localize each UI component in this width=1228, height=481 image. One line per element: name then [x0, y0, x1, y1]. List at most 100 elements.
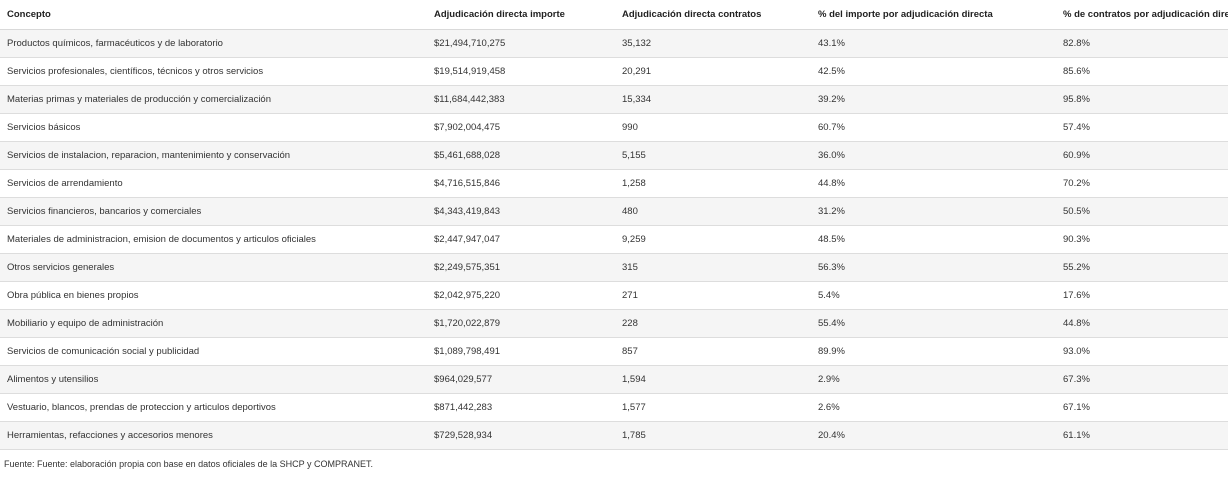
cell-contratos: 228 — [615, 309, 811, 338]
table-row: Materias primas y materiales de producci… — [0, 85, 1228, 114]
cell-importe: $21,494,710,275 — [427, 29, 615, 58]
table-row: Herramientas, refacciones y accesorios m… — [0, 421, 1228, 450]
cell-pct-importe: 44.8% — [811, 169, 1056, 198]
cell-concepto: Obra pública en bienes propios — [0, 281, 427, 310]
cell-pct-importe: 43.1% — [811, 29, 1056, 58]
header-concepto: Concepto — [0, 0, 427, 30]
cell-pct-importe: 31.2% — [811, 197, 1056, 226]
cell-pct-contratos: 44.8% — [1056, 309, 1228, 338]
table-row: Vestuario, blancos, prendas de proteccio… — [0, 393, 1228, 422]
cell-pct-contratos: 50.5% — [1056, 197, 1228, 226]
cell-pct-contratos: 93.0% — [1056, 337, 1228, 366]
cell-contratos: 1,785 — [615, 421, 811, 450]
cell-concepto: Servicios financieros, bancarios y comer… — [0, 197, 427, 226]
table-row: Servicios de arrendamiento $4,716,515,846… — [0, 169, 1228, 198]
cell-contratos: 20,291 — [615, 57, 811, 86]
cell-contratos: 5,155 — [615, 141, 811, 170]
cell-pct-importe: 55.4% — [811, 309, 1056, 338]
cell-pct-contratos: 67.3% — [1056, 365, 1228, 394]
cell-importe: $19,514,919,458 — [427, 57, 615, 86]
table-row: Materiales de administracion, emision de… — [0, 225, 1228, 254]
cell-contratos: 35,132 — [615, 29, 811, 58]
table-row: Servicios profesionales, científicos, té… — [0, 57, 1228, 86]
cell-pct-importe: 60.7% — [811, 113, 1056, 142]
cell-importe: $7,902,004,475 — [427, 113, 615, 142]
cell-contratos: 990 — [615, 113, 811, 142]
table-body: Productos químicos, farmacéuticos y de l… — [0, 29, 1228, 450]
cell-contratos: 1,577 — [615, 393, 811, 422]
cell-concepto: Materias primas y materiales de producci… — [0, 85, 427, 114]
cell-pct-contratos: 82.8% — [1056, 29, 1228, 58]
table-row: Obra pública en bienes propios $2,042,975… — [0, 281, 1228, 310]
cell-concepto: Productos químicos, farmacéuticos y de l… — [0, 29, 427, 58]
cell-importe: $2,447,947,047 — [427, 225, 615, 254]
cell-contratos: 315 — [615, 253, 811, 282]
cell-pct-importe: 5.4% — [811, 281, 1056, 310]
cell-contratos: 271 — [615, 281, 811, 310]
cell-pct-importe: 48.5% — [811, 225, 1056, 254]
cell-concepto: Herramientas, refacciones y accesorios m… — [0, 421, 427, 450]
table-row: Productos químicos, farmacéuticos y de l… — [0, 29, 1228, 58]
cell-pct-importe: 2.6% — [811, 393, 1056, 422]
cell-pct-contratos: 67.1% — [1056, 393, 1228, 422]
cell-concepto: Alimentos y utensilios — [0, 365, 427, 394]
cell-pct-importe: 2.9% — [811, 365, 1056, 394]
cell-importe: $11,684,442,383 — [427, 85, 615, 114]
table-row: Servicios básicos $7,902,004,475 990 60.7% 5… — [0, 113, 1228, 142]
cell-contratos: 1,594 — [615, 365, 811, 394]
cell-pct-contratos: 60.9% — [1056, 141, 1228, 170]
table-row: Servicios financieros, bancarios y comer… — [0, 197, 1228, 226]
cell-importe: $2,042,975,220 — [427, 281, 615, 310]
cell-concepto: Mobiliario y equipo de administración — [0, 309, 427, 338]
table-row: Servicios de comunicación social y publi… — [0, 337, 1228, 366]
cell-pct-contratos: 17.6% — [1056, 281, 1228, 310]
cell-importe: $4,343,419,843 — [427, 197, 615, 226]
cell-contratos: 480 — [615, 197, 811, 226]
cell-importe: $1,089,798,491 — [427, 337, 615, 366]
cell-importe: $1,720,022,879 — [427, 309, 615, 338]
cell-concepto: Servicios de comunicación social y publi… — [0, 337, 427, 366]
cell-pct-contratos: 85.6% — [1056, 57, 1228, 86]
cell-importe: $4,716,515,846 — [427, 169, 615, 198]
cell-importe: $729,528,934 — [427, 421, 615, 450]
cell-pct-importe: 36.0% — [811, 141, 1056, 170]
cell-pct-importe: 42.5% — [811, 57, 1056, 86]
cell-importe: $5,461,688,028 — [427, 141, 615, 170]
table-header-row: Concepto Adjudicación directa importe Ad… — [0, 0, 1228, 30]
cell-contratos: 857 — [615, 337, 811, 366]
cell-concepto: Servicios de arrendamiento — [0, 169, 427, 198]
cell-concepto: Vestuario, blancos, prendas de proteccio… — [0, 393, 427, 422]
cell-pct-contratos: 57.4% — [1056, 113, 1228, 142]
table-row: Otros servicios generales $2,249,575,351 3… — [0, 253, 1228, 282]
cell-pct-contratos: 70.2% — [1056, 169, 1228, 198]
cell-pct-contratos: 95.8% — [1056, 85, 1228, 114]
cell-pct-importe: 20.4% — [811, 421, 1056, 450]
table-row: Mobiliario y equipo de administración $1,… — [0, 309, 1228, 338]
cell-concepto: Otros servicios generales — [0, 253, 427, 282]
cell-importe: $871,442,283 — [427, 393, 615, 422]
cell-pct-contratos: 55.2% — [1056, 253, 1228, 282]
cell-importe: $964,029,577 — [427, 365, 615, 394]
cell-pct-contratos: 61.1% — [1056, 421, 1228, 450]
cell-contratos: 15,334 — [615, 85, 811, 114]
cell-importe: $2,249,575,351 — [427, 253, 615, 282]
table-row: Alimentos y utensilios $964,029,577 1,594 2… — [0, 365, 1228, 394]
table-row: Servicios de instalacion, reparacion, ma… — [0, 141, 1228, 170]
data-table: Concepto Adjudicación directa importe Ad… — [0, 0, 1228, 450]
cell-concepto: Servicios de instalacion, reparacion, ma… — [0, 141, 427, 170]
cell-pct-contratos: 90.3% — [1056, 225, 1228, 254]
cell-pct-importe: 89.9% — [811, 337, 1056, 366]
cell-contratos: 9,259 — [615, 225, 811, 254]
header-contratos: Adjudicación directa contratos — [615, 0, 811, 30]
source-note: Fuente: Fuente: elaboración propia con b… — [4, 459, 374, 469]
header-importe: Adjudicación directa importe — [427, 0, 615, 30]
header-pct-contratos: % de contratos por adjudicación directa — [1056, 0, 1228, 30]
cell-concepto: Servicios básicos — [0, 113, 427, 142]
header-pct-importe: % del importe por adjudicación directa — [811, 0, 1056, 30]
cell-pct-importe: 56.3% — [811, 253, 1056, 282]
cell-pct-importe: 39.2% — [811, 85, 1056, 114]
cell-concepto: Materiales de administracion, emision de… — [0, 225, 427, 254]
cell-contratos: 1,258 — [615, 169, 811, 198]
cell-concepto: Servicios profesionales, científicos, té… — [0, 57, 427, 86]
